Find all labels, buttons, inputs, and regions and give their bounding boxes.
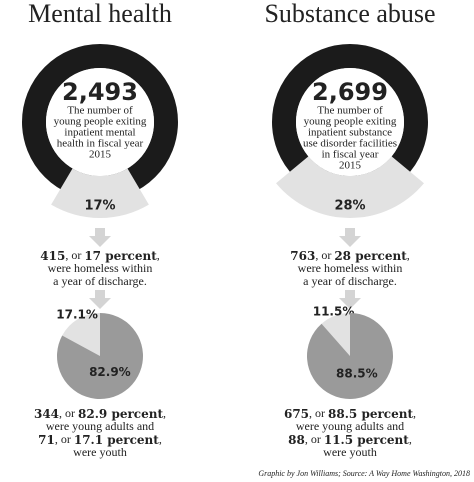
credit: Graphic by Jon Williams; Source: A Way H… xyxy=(258,469,470,478)
pie-slice xyxy=(321,313,350,356)
pie-slice xyxy=(62,313,100,356)
description-line: 2015 xyxy=(89,149,112,161)
bold-text: 71 xyxy=(38,433,55,447)
text-line: 344, or 82.9 percent, xyxy=(34,406,166,421)
text: , or xyxy=(309,406,328,420)
description-line: young people exiting xyxy=(304,116,397,128)
text: , xyxy=(413,406,416,420)
pie-label: 17.1% xyxy=(56,307,98,321)
text: were homeless within xyxy=(48,261,153,275)
description-line: use disorder facilities xyxy=(303,138,397,150)
text: , xyxy=(157,248,160,262)
bold-text: 415 xyxy=(40,249,65,263)
text-line: 88, or 11.5 percent, xyxy=(288,432,412,447)
bold-text: 675 xyxy=(284,407,309,421)
description-line: The number of xyxy=(67,105,133,117)
description-line: 2015 xyxy=(339,160,362,172)
text-line: 415, or 17 percent, xyxy=(40,248,160,263)
description-line: inpatient mental xyxy=(64,127,135,139)
bold-text: 344 xyxy=(34,407,59,421)
text: , or xyxy=(59,406,78,420)
description-line: inpatient substance xyxy=(308,127,392,139)
bold-text: 88.5 percent xyxy=(328,407,413,421)
text-line: were young adults and xyxy=(46,419,154,433)
ring-hole xyxy=(296,68,404,176)
panel-title: Substance abuse xyxy=(264,0,435,28)
description-line: health in fiscal year xyxy=(57,138,144,150)
count: 2,699 xyxy=(312,78,388,106)
ring-hole xyxy=(46,68,154,176)
pie-slice xyxy=(57,313,143,399)
ring-segment xyxy=(276,156,424,218)
ring-label: 17% xyxy=(84,199,115,214)
pie-label: 82.9% xyxy=(89,365,131,379)
text: , or xyxy=(55,432,74,446)
text: were youth xyxy=(73,445,127,459)
bold-text: 763 xyxy=(290,249,315,263)
description-line: in fiscal year xyxy=(322,149,379,161)
text-line: 763, or 28 percent, xyxy=(290,248,410,263)
text: , or xyxy=(65,248,84,262)
text: were young adults and xyxy=(46,419,154,433)
text-line: a year of discharge. xyxy=(53,274,147,288)
text: , or xyxy=(315,248,334,262)
pie-label: 88.5% xyxy=(336,367,378,381)
arrow xyxy=(339,290,361,309)
arrow xyxy=(89,228,111,247)
bold-text: 82.9 percent xyxy=(78,407,163,421)
description-line: The number of xyxy=(317,105,383,117)
pie-slice xyxy=(307,313,393,399)
text-line: 675, or 88.5 percent, xyxy=(284,406,416,421)
text: , or xyxy=(305,432,324,446)
bold-text: 17.1 percent xyxy=(74,433,159,447)
text: were homeless within xyxy=(298,261,403,275)
arrow xyxy=(339,228,361,247)
text-line: were youth xyxy=(323,445,377,459)
text: , xyxy=(409,432,412,446)
text: , xyxy=(159,432,162,446)
description-line: young people exiting xyxy=(54,116,147,128)
text: a year of discharge. xyxy=(303,274,397,288)
count: 2,493 xyxy=(62,78,138,106)
text-line: were homeless within xyxy=(298,261,403,275)
bold-text: 11.5 percent xyxy=(324,433,409,447)
text-line: 71, or 17.1 percent, xyxy=(38,432,162,447)
ring-label: 28% xyxy=(334,199,365,214)
text: , xyxy=(163,406,166,420)
text: were young adults and xyxy=(296,419,404,433)
bold-text: 88 xyxy=(288,433,305,447)
text: were youth xyxy=(323,445,377,459)
bold-text: 17 percent xyxy=(84,249,157,263)
arrow xyxy=(89,290,111,309)
text: , xyxy=(407,248,410,262)
bold-text: 28 percent xyxy=(334,249,407,263)
text: a year of discharge. xyxy=(53,274,147,288)
panel-title: Mental health xyxy=(28,0,172,28)
text-line: a year of discharge. xyxy=(303,274,397,288)
text-line: were homeless within xyxy=(48,261,153,275)
text-line: were young adults and xyxy=(296,419,404,433)
text-line: were youth xyxy=(73,445,127,459)
ring-segment xyxy=(51,168,149,218)
pie-label: 11.5% xyxy=(313,304,355,318)
